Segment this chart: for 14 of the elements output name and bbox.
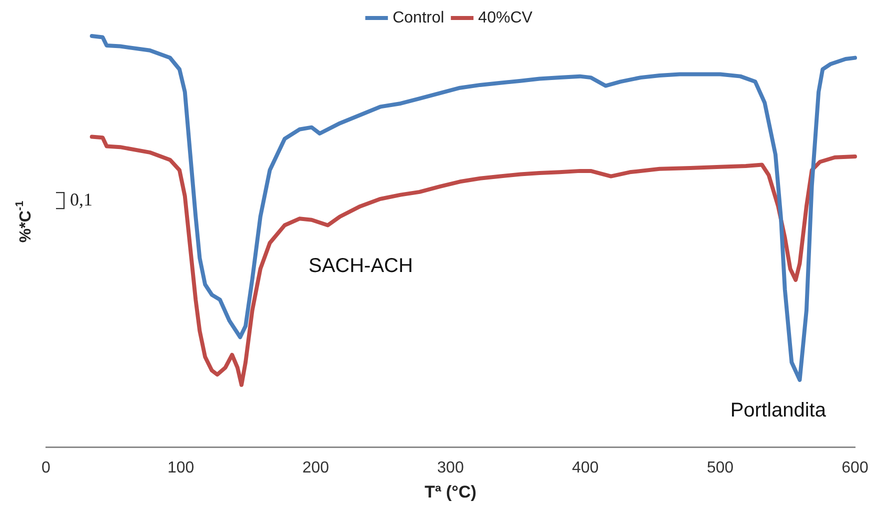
annotation: Portlandita [730,400,827,422]
x-tick-label: 200 [302,459,330,476]
annotation: SACH-ACH [308,254,413,277]
x-tick-label: 300 [437,459,464,476]
legend-label: 40%CV [478,9,533,26]
x-tick-label: 500 [706,459,734,476]
x-tick-label: 0 [42,459,51,476]
annotation: 0,1 [70,189,92,210]
x-tick-label: 400 [572,459,599,476]
x-tick-label: 100 [167,459,194,476]
x-axis-title: Tª (°C) [424,482,476,502]
legend-label: Control [392,9,444,26]
y-axis-title: %*C-1 [14,200,34,243]
x-tick-label: 600 [842,459,868,476]
